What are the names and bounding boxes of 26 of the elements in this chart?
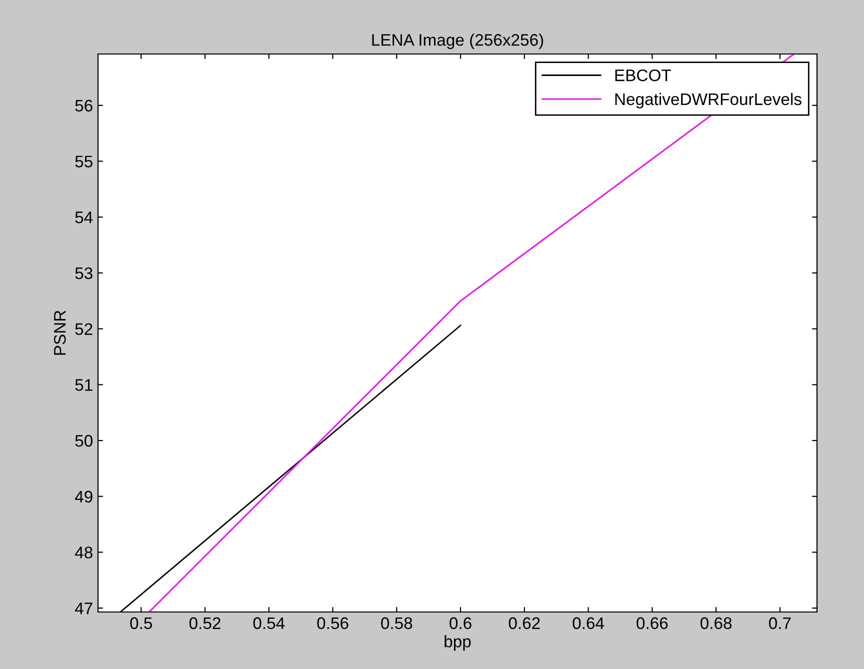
x-tick-label: 0.7 — [769, 617, 791, 630]
y-tick-label: 56 — [75, 100, 92, 112]
x-tick-label: 0.58 — [381, 617, 412, 630]
x-axis-title: bpp — [444, 635, 471, 651]
y-tick-label: 54 — [75, 212, 93, 224]
x-tick-label: 0.5 — [130, 617, 152, 630]
y-tick-label: 49 — [74, 490, 92, 503]
legend-label: NegativeDWRFourLevels — [615, 92, 802, 108]
y-tick-label: 51 — [75, 379, 92, 391]
chart-title: LENA Image (256x256) — [372, 34, 544, 50]
x-tick-label: 0.54 — [253, 617, 285, 630]
legend-label: EBCOT — [615, 69, 672, 82]
x-tick-label: 0.52 — [189, 617, 220, 630]
x-tick-label: 0.64 — [572, 617, 604, 630]
y-tick-label: 55 — [75, 156, 92, 168]
x-tick-label: 0.6 — [450, 617, 472, 630]
x-tick-label: 0.62 — [508, 617, 540, 630]
x-tick-label: 0.66 — [636, 617, 668, 630]
y-tick-label: 53 — [75, 267, 92, 280]
x-tick-label: 0.56 — [317, 617, 348, 630]
y-tick-label: 50 — [75, 434, 92, 447]
y-tick-label: 47 — [74, 602, 92, 614]
x-tick-label: 0.68 — [700, 617, 732, 630]
y-tick-label: 52 — [75, 323, 92, 336]
y-axis-title: PSNR — [54, 310, 66, 355]
y-tick-label: 48 — [74, 546, 92, 558]
